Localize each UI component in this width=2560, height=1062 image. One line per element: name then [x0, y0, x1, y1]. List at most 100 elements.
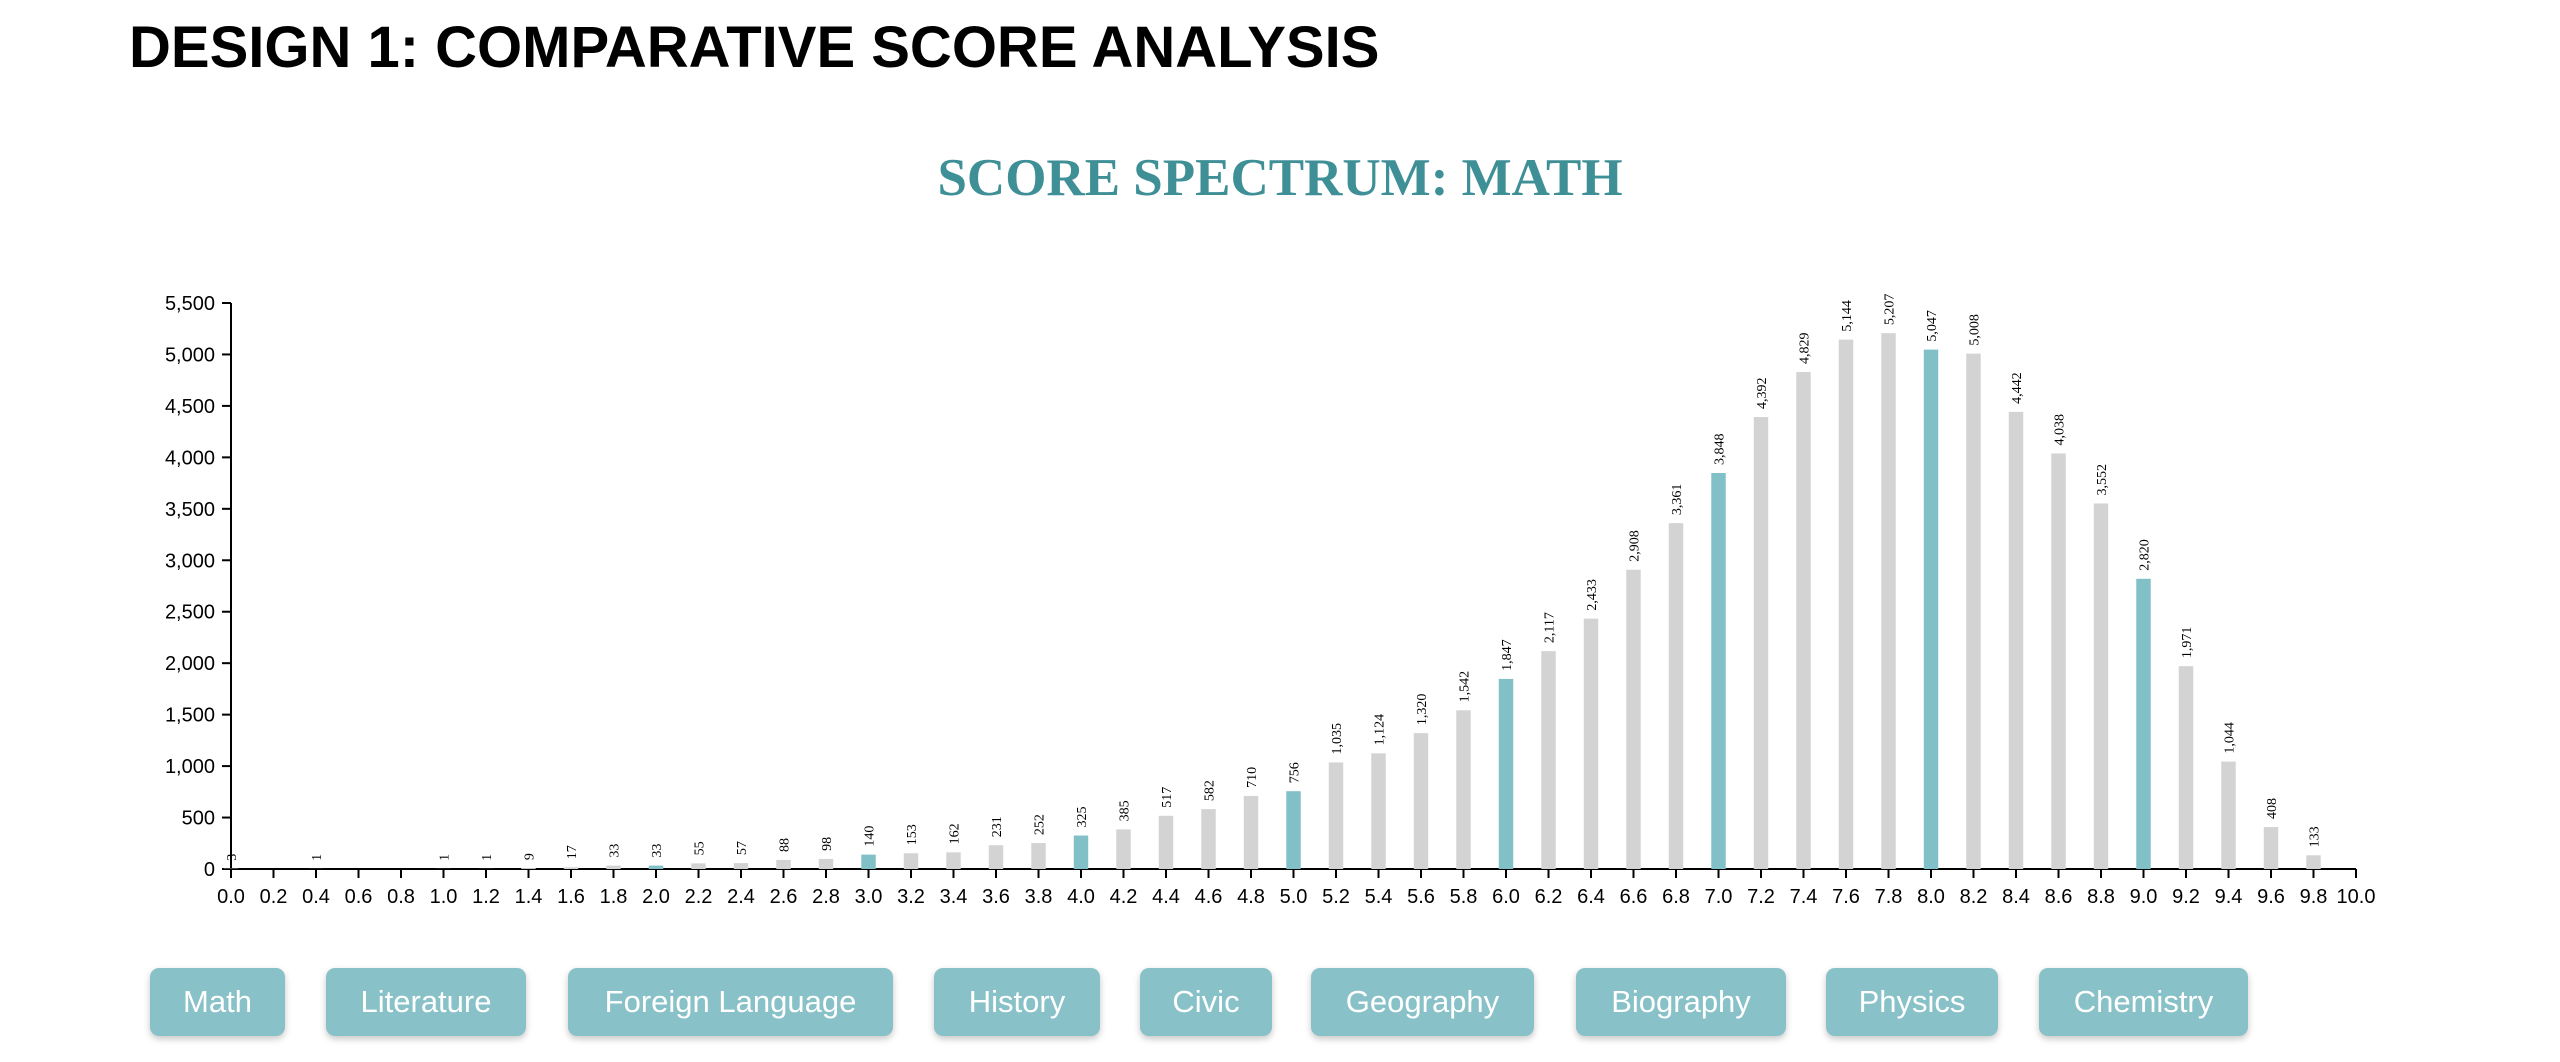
bar-value-label: 33 — [608, 844, 623, 858]
bar-value-label: 231 — [990, 816, 1005, 837]
x-tick-label: 0.6 — [345, 886, 373, 908]
x-tick-label: 1.4 — [515, 886, 543, 908]
x-tick-label: 9.0 — [2130, 886, 2158, 908]
x-tick-label: 6.6 — [1620, 886, 1648, 908]
bar-value-label: 408 — [2265, 798, 2280, 819]
x-tick-label: 9.8 — [2300, 886, 2328, 908]
bar — [1966, 353, 1981, 869]
x-tick-label: 9.6 — [2257, 886, 2285, 908]
bar-value-label: 17 — [565, 845, 580, 859]
subject-button-biography[interactable]: Biography — [1576, 968, 1786, 1036]
bar — [776, 859, 791, 869]
bar-value-label: 756 — [1288, 762, 1303, 783]
bar-value-label: 98 — [820, 837, 835, 851]
bar — [1498, 678, 1514, 869]
bar — [1541, 651, 1556, 869]
bar-value-label: 325 — [1075, 807, 1090, 828]
bar-value-label: 582 — [1203, 780, 1218, 801]
x-tick-label: 8.0 — [1917, 886, 1945, 908]
bar — [1371, 753, 1386, 869]
page-heading: DESIGN 1: COMPARATIVE SCORE ANALYSIS — [129, 15, 1380, 80]
subject-button-foreign-language[interactable]: Foreign Language — [568, 968, 893, 1036]
subject-button-history[interactable]: History — [934, 968, 1100, 1036]
bar — [1796, 372, 1811, 869]
x-tick-label: 8.4 — [2002, 886, 2030, 908]
bar-value-label: 5,144 — [1840, 300, 1855, 332]
bar-value-label: 1,320 — [1415, 694, 1430, 726]
bar-value-label: 1,044 — [2223, 722, 2238, 754]
x-tick-label: 5.2 — [1322, 886, 1350, 908]
bar-value-label: 5,047 — [1925, 310, 1940, 342]
subject-button-geography[interactable]: Geography — [1311, 968, 1534, 1036]
bar-value-label: 153 — [905, 824, 920, 845]
bar — [1031, 843, 1046, 869]
subject-button-physics[interactable]: Physics — [1826, 968, 1998, 1036]
subject-button-civic[interactable]: Civic — [1140, 968, 1272, 1036]
x-tick-label: 5.0 — [1280, 886, 1308, 908]
bar — [648, 865, 664, 869]
x-tick-label: 1.6 — [557, 886, 585, 908]
x-tick-label: 9.2 — [2172, 886, 2200, 908]
bar-value-label: 5,207 — [1883, 294, 1898, 326]
bars — [223, 333, 2321, 870]
bar-value-label: 3,848 — [1713, 434, 1728, 466]
bar — [2306, 855, 2321, 869]
bar — [946, 852, 961, 869]
bar-value-label: 1,035 — [1330, 723, 1345, 755]
bar-value-label: 710 — [1245, 767, 1260, 788]
bar-value-label: 3,361 — [1670, 484, 1685, 516]
bar-value-label: 2,820 — [2138, 539, 2153, 571]
bar-value-label: 1,542 — [1458, 671, 1473, 703]
bar-value-label: 1 — [438, 854, 453, 861]
bar-value-label: 33 — [650, 844, 665, 858]
x-tick-label: 3.6 — [982, 886, 1010, 908]
x-tick-label: 7.2 — [1747, 886, 1775, 908]
bar — [1923, 349, 1939, 870]
bar — [1286, 791, 1301, 869]
x-tick-label: 0.0 — [217, 886, 245, 908]
bar — [1753, 417, 1769, 869]
x-tick-label: 5.8 — [1450, 886, 1478, 908]
subject-button-chemistry[interactable]: Chemistry — [2039, 968, 2248, 1036]
bar-value-label: 133 — [2308, 826, 2323, 847]
x-tick-label: 8.6 — [2045, 886, 2073, 908]
subject-button-literature[interactable]: Literature — [326, 968, 526, 1036]
x-tick-label: 5.4 — [1365, 886, 1393, 908]
y-tick-label: 5,500 — [165, 293, 215, 315]
x-tick-label: 2.8 — [812, 886, 840, 908]
bar — [1328, 762, 1344, 869]
bar — [2093, 503, 2109, 869]
bar-value-label: 1 — [310, 854, 325, 861]
x-tick-label: 0.8 — [387, 886, 415, 908]
bar — [818, 858, 834, 869]
x-tick-label: 3.0 — [855, 886, 883, 908]
bar — [903, 853, 919, 869]
bar — [2008, 411, 2024, 869]
y-tick-label: 3,500 — [165, 499, 215, 521]
x-tick-label: 3.2 — [897, 886, 925, 908]
chart-title: SCORE SPECTRUM: MATH — [937, 149, 1623, 207]
x-tick-label: 0.2 — [260, 886, 288, 908]
bar-value-label: 88 — [778, 838, 793, 852]
y-tick-label: 1,500 — [165, 705, 215, 727]
bar-value-label: 517 — [1160, 787, 1175, 808]
bar — [563, 867, 579, 869]
x-tick-label: 1.8 — [600, 886, 628, 908]
bar-value-label: 5,008 — [1968, 314, 1983, 346]
x-tick-label: 3.8 — [1025, 886, 1053, 908]
bar — [1881, 333, 1896, 870]
bar-value-label: 162 — [948, 823, 963, 844]
bar-value-label: 2,117 — [1543, 612, 1558, 643]
x-tick-label: 8.8 — [2087, 886, 2115, 908]
bar — [2051, 453, 2066, 869]
bar-value-label: 2,433 — [1585, 579, 1600, 611]
bar-value-label: 1,124 — [1373, 714, 1388, 746]
bar — [1073, 835, 1089, 869]
bar — [2136, 578, 2151, 869]
x-tick-label: 2.6 — [770, 886, 798, 908]
x-tick-label: 2.0 — [642, 886, 670, 908]
x-tick-label: 0.4 — [302, 886, 330, 908]
bar-labels: 3 1 1 1 9 17 33 33 55 57 88 98 140 153 162 231 252 325 385… — [225, 294, 2323, 861]
subject-button-math[interactable]: Math — [150, 968, 285, 1036]
